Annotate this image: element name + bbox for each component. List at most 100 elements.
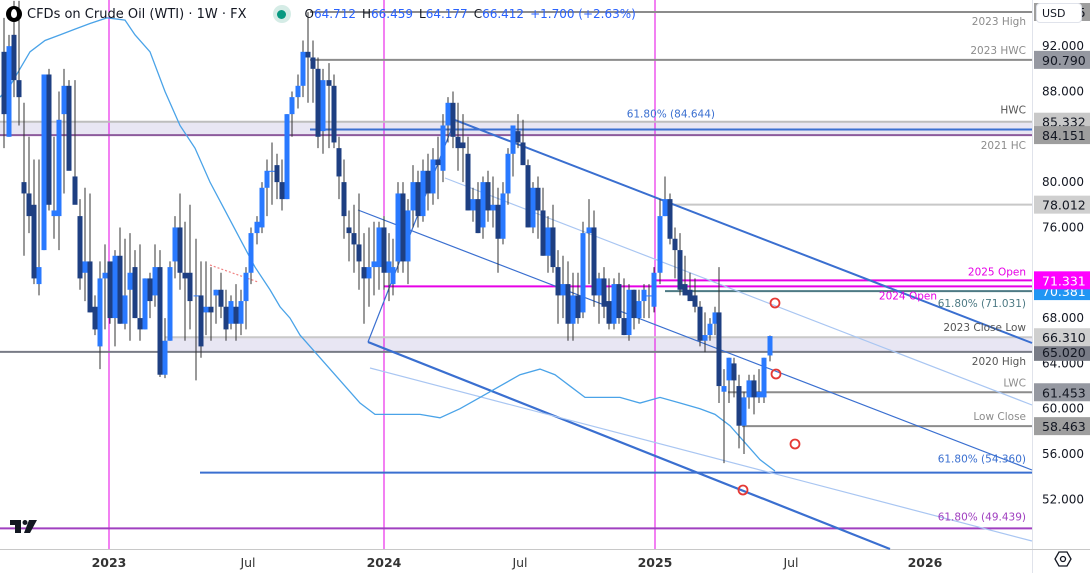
candle-body xyxy=(289,97,295,115)
candle-body xyxy=(480,182,486,228)
candle-body xyxy=(243,272,249,302)
level-label: 2023 High xyxy=(972,16,1026,28)
candle-body xyxy=(611,284,617,324)
candle-body xyxy=(495,204,501,239)
price-tick-label: 92.000 xyxy=(1042,39,1084,53)
dotted-trendline xyxy=(209,264,259,283)
candle-body xyxy=(445,102,451,126)
time-tick-label: 2024 xyxy=(367,555,402,570)
candle-body xyxy=(386,261,392,273)
close-low-zone xyxy=(165,337,1032,352)
candle-body xyxy=(580,233,586,313)
candle-body xyxy=(193,295,199,297)
candle-body xyxy=(667,199,673,239)
candle-body xyxy=(92,306,98,330)
price-label-text: 58.463 xyxy=(1042,419,1086,434)
candle-body xyxy=(177,227,183,273)
candle-body xyxy=(726,357,732,381)
candle-body xyxy=(460,142,466,149)
candle-body xyxy=(331,85,337,143)
time-axis[interactable]: 2023 Jul 2024 Jul 2025 Jul 2026 xyxy=(92,555,943,570)
candle-body xyxy=(41,74,47,251)
level-label: 2023 HWC xyxy=(970,45,1026,57)
level-label: 61.80% (49.439) xyxy=(938,511,1026,523)
candle-body xyxy=(152,267,158,296)
candle-body xyxy=(636,301,642,319)
candle-body xyxy=(550,227,556,268)
candle-body xyxy=(326,80,332,86)
price-tick-label: 52.000 xyxy=(1042,492,1084,506)
candle-body xyxy=(746,380,752,398)
candle-body xyxy=(72,176,78,205)
candle-body xyxy=(341,182,347,217)
candle-body xyxy=(87,261,93,313)
price-label-text: 78.012 xyxy=(1042,198,1086,213)
price-label-box xyxy=(1034,342,1090,361)
price-label-box xyxy=(1034,328,1090,347)
candle-body xyxy=(172,227,178,262)
candle-body xyxy=(621,318,627,336)
candle-body xyxy=(351,233,357,245)
candle-body xyxy=(395,193,401,262)
level-label: 61.80% (84.644) xyxy=(627,109,715,121)
candle-body xyxy=(56,119,62,217)
pivot-circle-icon xyxy=(789,438,801,450)
candle-body xyxy=(390,267,396,285)
time-tick-label: 2023 xyxy=(92,555,127,570)
candle-body xyxy=(376,227,382,268)
market-status-icon[interactable] xyxy=(272,5,291,23)
candle-body xyxy=(465,153,471,211)
candle-body xyxy=(616,284,622,319)
candle-body xyxy=(233,306,239,324)
trend-channels xyxy=(209,119,1033,551)
candle-body xyxy=(575,295,581,319)
candle-body xyxy=(405,210,411,262)
candle-body xyxy=(525,165,531,228)
candle-body xyxy=(470,199,476,211)
level-labels: 2023 High 2023 HWC HWC 61.80% (84.644) 2021 … xyxy=(627,16,1027,523)
candle-body xyxy=(77,216,83,279)
candle-body xyxy=(336,148,342,177)
pivot-circle-icon xyxy=(769,297,781,309)
tradingview-logo-icon[interactable] xyxy=(10,518,40,534)
candle-body xyxy=(269,170,275,172)
candle-body xyxy=(425,170,431,194)
price-label-box xyxy=(1034,383,1090,402)
candle-body xyxy=(218,289,224,307)
chart-settings-icon[interactable] xyxy=(1054,550,1072,568)
candle-body xyxy=(117,255,123,324)
candle-body xyxy=(591,227,597,296)
candle-body xyxy=(606,301,612,324)
candle-body xyxy=(761,357,767,398)
candle-body xyxy=(31,204,37,279)
candle-body xyxy=(430,159,436,194)
time-tick-label: Jul xyxy=(239,555,255,570)
symbol-title[interactable]: CFDs on Crude Oil (WTI) · 1W · FX xyxy=(27,6,247,22)
candle-body xyxy=(565,284,571,324)
candle-body xyxy=(361,267,367,279)
candle-body xyxy=(223,306,229,330)
candle-body xyxy=(596,278,602,296)
candle-body xyxy=(716,312,722,387)
candle-body xyxy=(707,323,713,336)
candle-body xyxy=(366,267,372,279)
price-label-text: 65.020 xyxy=(1042,345,1086,360)
candle-body xyxy=(137,318,143,330)
price-label-text: 71.331 xyxy=(1042,273,1086,288)
candle-body xyxy=(657,216,663,273)
price-label-box xyxy=(1034,271,1090,290)
candle-body xyxy=(26,193,32,217)
candle-body xyxy=(310,57,316,69)
candle-body xyxy=(555,267,561,296)
candle-body xyxy=(677,250,683,290)
candle-body xyxy=(540,210,546,256)
channel-line xyxy=(454,119,1033,344)
candle-body xyxy=(560,284,566,296)
pivot-circle-icon xyxy=(770,368,782,380)
price-axis[interactable]: 92.00088.00080.00076.00068.00064.00060.0… xyxy=(1034,3,1090,506)
candle-body xyxy=(167,267,173,341)
candle-body xyxy=(371,261,377,268)
candle-body xyxy=(510,125,516,154)
currency-selector[interactable]: USD xyxy=(1036,3,1082,23)
